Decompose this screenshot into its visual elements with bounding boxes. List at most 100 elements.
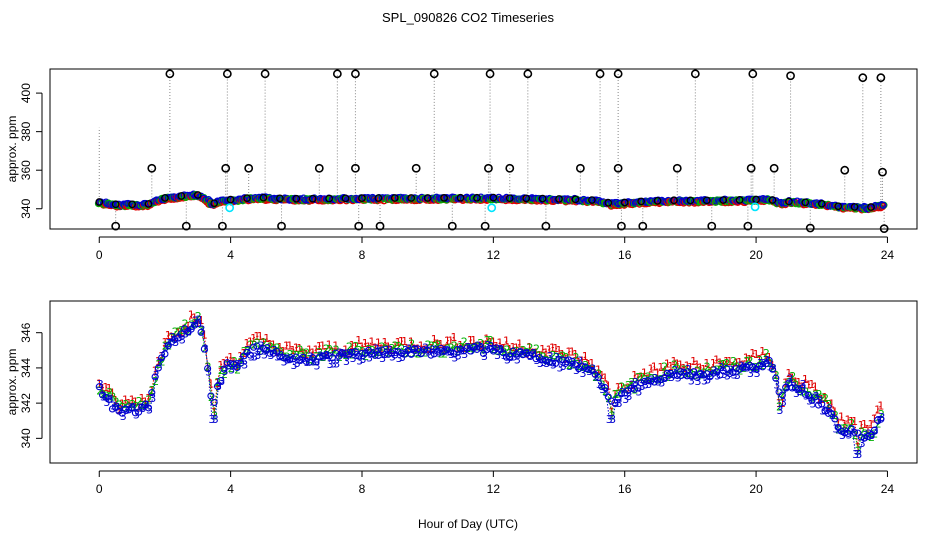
series-3-marker: 3 [662,372,669,385]
series-1-segment [677,362,681,365]
series-3-segment [582,367,587,374]
series-1-segment [719,361,724,365]
series-3-segment [191,320,196,327]
series-3-segment [556,356,561,368]
series-3-circle [722,364,731,373]
series-3-segment [109,398,114,406]
top-y-tick-label: 340 [19,198,33,218]
series-2-segment [467,347,471,349]
series-1-marker: 1 [313,343,320,356]
series-1-segment [394,341,399,346]
series-2-segment [825,397,830,405]
series-1-segment [121,399,126,405]
series-1-segment [837,416,842,423]
series-1-segment [752,352,757,355]
series-1-segment [811,383,816,387]
series-2-segment [431,344,435,347]
series-1-segment [354,339,360,347]
series-1-marker: 1 [378,342,385,355]
series-1-marker: 1 [720,358,727,371]
series-3-circle [151,373,159,381]
series-1-marker: 1 [467,334,474,347]
series-3-marker: 3 [343,355,350,368]
series-3-marker: 3 [494,349,501,362]
series-2-marker: 2 [185,326,192,339]
outlier-point [111,221,121,231]
series-1-segment [184,325,189,330]
series-1-segment [190,314,195,318]
series-2-segment [529,347,534,354]
series-1-marker: 1 [621,382,628,395]
series-1-marker: 1 [805,379,812,392]
top-y-axis-label: approx. ppm [5,116,19,183]
series-3-marker: 3 [284,354,291,367]
series-3-marker: 3 [333,358,340,371]
series-3-circle [279,354,287,362]
series-1-segment [571,350,576,355]
series-3-segment [398,356,403,359]
series-2-segment [348,346,354,355]
series-3-circle [542,357,550,365]
series-3-marker: 3 [566,360,573,373]
series-3-circle [424,346,432,354]
series-2-segment [556,355,560,358]
series-3-segment [158,355,164,363]
series-1-marker: 1 [119,398,126,411]
series-3-marker: 3 [694,375,701,388]
series-2-segment [769,362,774,369]
series-3-circle [611,399,619,407]
series-3-segment [106,398,111,403]
series-1-marker: 1 [244,337,251,350]
outlier-point [351,69,360,79]
cyan-point [225,203,235,213]
series-3-circle [447,348,455,356]
series-3-marker: 3 [688,374,695,387]
series-3-circle [227,360,235,368]
series-2-marker: 2 [783,380,790,393]
series-1-segment [499,342,504,349]
series-1-segment [289,345,294,351]
series-3-circle [598,383,606,391]
series-3-segment [349,352,354,359]
series-1-segment [588,362,592,365]
series-2-marker: 2 [812,389,819,402]
series-1-segment [302,351,307,355]
series-1-marker: 1 [115,404,122,417]
series-3-marker: 3 [780,396,787,409]
series-3-circle [499,349,507,357]
series-1-marker: 1 [667,360,674,373]
series-1-marker: 1 [427,342,434,355]
series-2-segment [286,353,291,357]
series-3-segment [405,348,410,351]
series-1-segment [709,362,714,372]
series-1-marker: 1 [506,343,513,356]
series-3-segment [323,354,328,357]
series-3-circle [798,384,806,392]
series-2-segment [270,346,275,349]
series-1-segment [746,356,750,360]
series-3-circle [608,397,616,405]
series-2-segment [585,364,590,370]
series-3-marker: 3 [382,344,389,357]
bottom-x-tick-label: 8 [359,482,366,496]
series-3-circle [768,365,777,373]
series-2-segment [434,343,439,347]
series-3-marker: 3 [146,404,153,417]
series-3-circle [828,410,836,418]
series-3-circle [795,385,803,393]
baseline-raw-point [390,194,399,202]
series-2-segment [181,323,186,331]
bottom-x-tick-label: 4 [227,482,234,496]
series-2-segment [142,403,146,406]
baseline-raw-point [620,198,629,207]
series-3-circle [420,346,428,354]
series-2-segment [450,345,455,348]
series-3-circle [210,398,218,407]
series-1-segment [397,340,402,343]
series-3-segment [434,348,439,353]
series-3-circle [483,346,491,354]
series-3-circle [545,358,553,366]
series-3-marker: 3 [557,361,564,374]
series-1-marker: 1 [733,356,740,369]
